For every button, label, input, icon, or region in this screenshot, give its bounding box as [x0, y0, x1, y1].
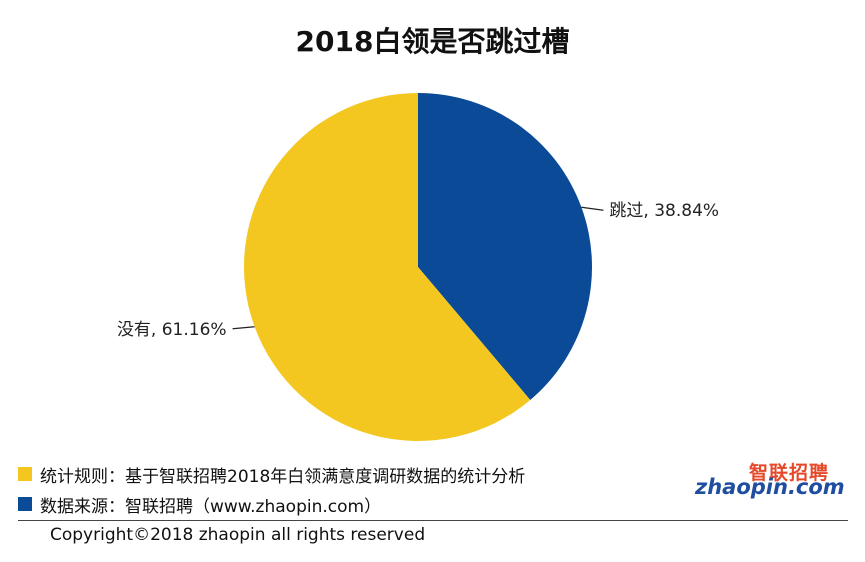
note-text: 数据来源：智联招聘（www.zhaopin.com）	[40, 496, 382, 517]
leader-line-1	[232, 326, 255, 330]
pie-slice-0	[418, 93, 593, 400]
note-statistics-rule: 统计规则：基于智联招聘2018年白领满意度调研数据的统计分析	[18, 462, 526, 487]
copyright-text: Copyright©2018 zhaopin all rights reserv…	[50, 525, 426, 545]
logo-cn-text: 智联招聘	[749, 462, 830, 484]
footer-divider	[18, 520, 848, 521]
slice-label-0: 跳过, 38.84%	[609, 201, 719, 221]
logo-en-text: zhaopin.com	[695, 475, 845, 499]
chart-title: 2018白领是否跳过槽	[295, 25, 570, 58]
note-swatch	[18, 467, 32, 481]
zhaopin-logo: 智联招聘 zhaopin.com	[695, 458, 845, 499]
note-swatch	[18, 497, 32, 511]
slice-label-1: 没有, 61.16%	[117, 320, 227, 340]
leader-line-0	[581, 206, 604, 211]
note-text: 统计规则：基于智联招聘2018年白领满意度调研数据的统计分析	[40, 466, 526, 487]
note-data-source: 数据来源：智联招聘（www.zhaopin.com）	[18, 492, 525, 517]
notes-list: 统计规则：基于智联招聘2018年白领满意度调研数据的统计分析 数据来源：智联招聘…	[18, 462, 525, 522]
pie-slice-1	[244, 93, 531, 441]
